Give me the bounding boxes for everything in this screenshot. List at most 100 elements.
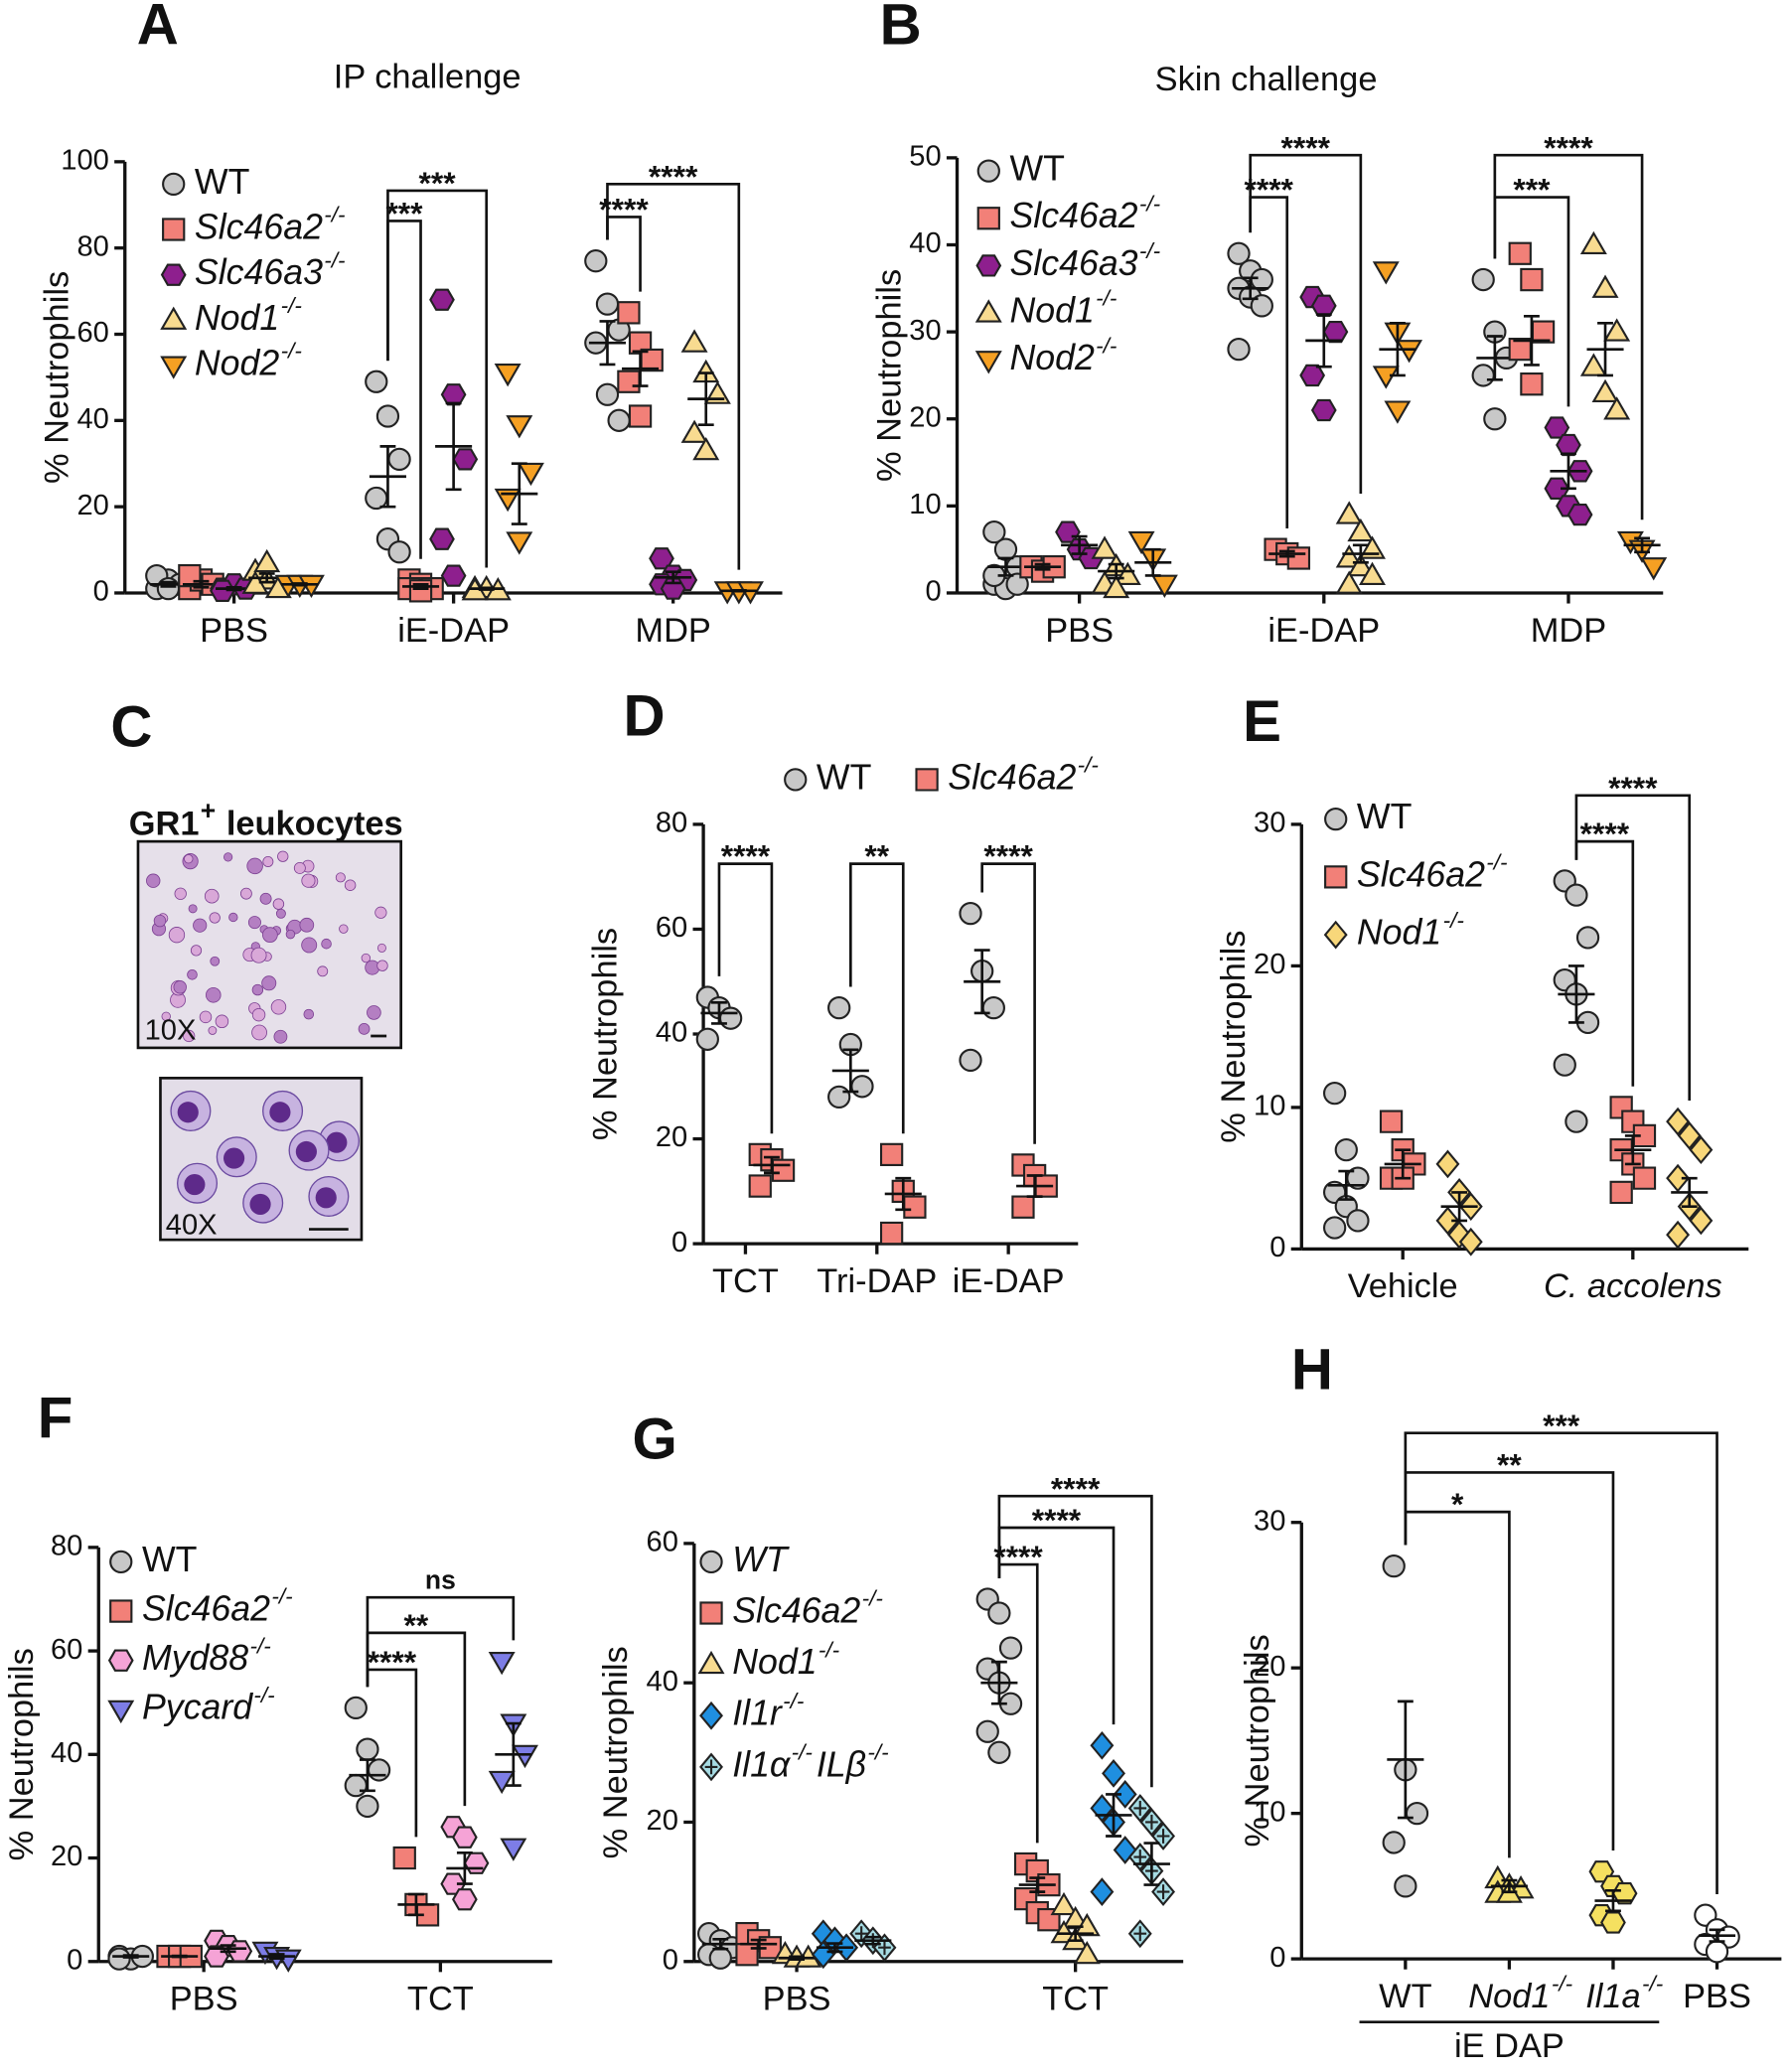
significance-bracket — [606, 216, 642, 292]
sem-bar — [1486, 335, 1503, 381]
legend-label: Slc46a3 — [1009, 243, 1137, 283]
cell — [272, 898, 285, 910]
panel-letter: C — [110, 694, 152, 759]
data-point — [440, 383, 467, 406]
y-tick-label: 20 — [1254, 949, 1285, 980]
significance-label: **** — [983, 838, 1033, 874]
y-axis-label: % Neutrophils — [587, 928, 625, 1140]
x-tick-label: TCT — [712, 1262, 779, 1300]
data-point — [1471, 364, 1495, 387]
panel-title: GR1 — [129, 805, 200, 842]
cell — [210, 956, 221, 966]
sem-bar — [412, 582, 429, 590]
data-point — [451, 1888, 478, 1911]
y-tick-label: 10 — [1254, 1796, 1285, 1828]
cell — [262, 856, 274, 867]
data-point — [365, 370, 388, 393]
data-point — [344, 1774, 368, 1798]
data-point — [595, 292, 620, 316]
significance-bracket — [1574, 839, 1635, 1087]
data-point — [1359, 561, 1386, 585]
panel-letter: A — [137, 0, 179, 58]
cell — [270, 999, 287, 1015]
legend-label: Slc46a3 — [195, 252, 323, 292]
cell — [206, 987, 222, 1003]
legend-label: WT — [732, 1540, 790, 1579]
data-point — [1435, 1149, 1460, 1179]
sem-bar — [712, 1937, 729, 1951]
sem-bar — [171, 1954, 188, 1959]
y-tick-label: 80 — [76, 230, 108, 262]
data-point — [1347, 518, 1375, 542]
significance-label: **** — [1051, 1470, 1101, 1506]
data-point — [517, 462, 544, 487]
significance-label: *** — [1543, 1407, 1580, 1443]
data-point — [253, 548, 281, 573]
data-point — [718, 1006, 743, 1030]
significance-label: *** — [1513, 172, 1551, 208]
cell — [208, 1026, 218, 1035]
y-tick-label: 50 — [909, 141, 941, 173]
data-point — [387, 540, 411, 564]
sem-bar — [1278, 549, 1295, 558]
data-point — [1347, 552, 1375, 577]
sem-bar — [599, 320, 616, 367]
sem-bar — [291, 582, 308, 587]
cell — [275, 908, 286, 919]
y-tick-label: 100 — [61, 145, 109, 177]
cell — [146, 873, 161, 888]
legend-label: Il1r — [732, 1694, 784, 1733]
panel-title: IP challenge — [334, 59, 522, 96]
legend-label: Slc46a2 — [142, 1588, 270, 1628]
cell — [321, 938, 332, 950]
data-point — [1322, 320, 1349, 344]
data-point — [429, 527, 455, 550]
sem-bar — [1561, 452, 1576, 491]
sem-bar — [1026, 1174, 1043, 1198]
legend-marker — [699, 1601, 723, 1625]
data-point — [1372, 261, 1400, 285]
data-point — [1090, 1730, 1115, 1760]
legend-label-sup: -/- — [867, 1740, 888, 1765]
legend-marker — [109, 1599, 133, 1623]
legend-marker — [160, 263, 187, 286]
data-point — [975, 1719, 999, 1743]
cell — [246, 857, 263, 875]
legend-marker — [699, 1701, 723, 1730]
legend-label-sup: -/- — [281, 339, 302, 364]
data-point — [512, 1744, 538, 1769]
y-tick-label: 20 — [1254, 1651, 1285, 1683]
data-point — [1556, 433, 1581, 457]
cell — [361, 953, 372, 963]
sem-bar — [895, 1176, 912, 1212]
sem-bar — [1144, 547, 1161, 577]
legend-label: Slc46a2 — [732, 1590, 860, 1630]
cell — [174, 887, 187, 900]
significance-bracket — [606, 183, 741, 570]
image-label: 40X — [166, 1210, 218, 1242]
data-point — [1591, 274, 1619, 298]
y-tick-label: 60 — [647, 1527, 678, 1558]
significance-label: ns — [425, 1564, 456, 1594]
data-point — [1666, 1107, 1691, 1136]
sem-bar — [258, 572, 275, 584]
legend-label-sup: -/- — [862, 1586, 883, 1611]
y-tick-label: 20 — [656, 1121, 687, 1153]
legend-label-sup: -/- — [253, 1683, 274, 1707]
legend-marker — [784, 768, 808, 792]
data-point — [1227, 241, 1251, 265]
sem-bar — [445, 401, 462, 492]
data-point — [879, 1221, 904, 1246]
panel-title: Skin challenge — [1155, 61, 1378, 98]
cell-nucleus — [315, 1187, 337, 1209]
data-point — [827, 996, 851, 1020]
cell — [317, 965, 329, 977]
y-tick-label: 80 — [51, 1531, 82, 1562]
cell — [251, 1007, 266, 1022]
significance-label: **** — [1544, 129, 1593, 165]
legend-marker — [976, 159, 1000, 183]
y-tick-label: 0 — [663, 1944, 678, 1976]
x-tick-label: Vehicle — [1348, 1267, 1458, 1305]
legend-marker — [109, 1550, 133, 1573]
cell — [247, 916, 261, 930]
